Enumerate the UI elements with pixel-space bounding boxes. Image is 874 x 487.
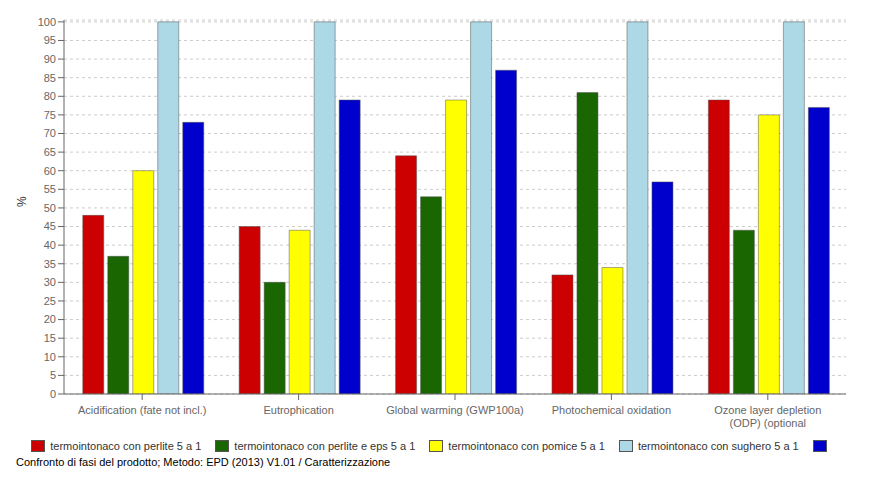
svg-text:70: 70 [44, 127, 56, 139]
svg-text:30: 30 [44, 276, 56, 288]
svg-text:90: 90 [44, 53, 56, 65]
svg-text:Photochemical oxidation: Photochemical oxidation [552, 404, 671, 416]
svg-text:20: 20 [44, 313, 56, 325]
svg-text:10: 10 [44, 351, 56, 363]
svg-text:60: 60 [44, 165, 56, 177]
svg-text:65: 65 [44, 146, 56, 158]
svg-text:Acidification (fate not incl.): Acidification (fate not incl.) [78, 404, 206, 416]
svg-text:75: 75 [44, 109, 56, 121]
svg-text:80: 80 [44, 90, 56, 102]
svg-text:25: 25 [44, 295, 56, 307]
html-text:termointonaco con sughero 5 a: termointonaco con sughero 5 a 1 [637, 440, 799, 452]
svg-text:95: 95 [44, 34, 56, 46]
svg-text:15: 15 [44, 332, 56, 344]
svg-text:35: 35 [44, 258, 56, 270]
svg-text:Eutrophication: Eutrophication [263, 404, 333, 416]
svg-text:100: 100 [38, 16, 56, 28]
html-text:termointonaco con perlite 5 a: termointonaco con perlite 5 a 1 [50, 440, 202, 452]
svg-text:45: 45 [44, 220, 56, 232]
svg-text:50: 50 [44, 202, 56, 214]
html-text:Confronto di fasi del prodotto: Confronto di fasi del prodotto; Metodo: … [16, 456, 391, 468]
svg-text:%: % [15, 196, 29, 207]
svg-text:Ozone layer depletion(ODP) (op: Ozone layer depletion(ODP) (optional [714, 404, 821, 429]
svg-text:85: 85 [44, 72, 56, 84]
svg-text:55: 55 [44, 183, 56, 195]
svg-text:40: 40 [44, 239, 56, 251]
svg-text:Global warming (GWP100a): Global warming (GWP100a) [386, 404, 524, 416]
html-text:termointonaco con perlite e ep: termointonaco con perlite e eps 5 a 1 [234, 440, 416, 452]
svg-text:5: 5 [50, 369, 56, 381]
svg-text:0: 0 [50, 388, 56, 400]
html-text:termointonaco con pomice 5 a 1: termointonaco con pomice 5 a 1 [448, 440, 605, 452]
